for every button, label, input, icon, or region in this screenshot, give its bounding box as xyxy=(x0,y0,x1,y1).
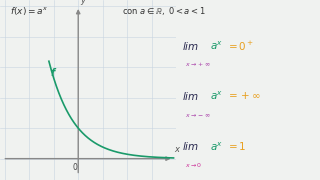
Text: $\it{lim}$: $\it{lim}$ xyxy=(182,140,200,152)
Text: $x \to 0$: $x \to 0$ xyxy=(185,161,202,169)
Text: $= 0^+$: $= 0^+$ xyxy=(226,40,254,53)
Text: $x \to -\infty$: $x \to -\infty$ xyxy=(185,111,211,119)
Text: $a^x$: $a^x$ xyxy=(210,140,223,153)
Text: $= 1$: $= 1$ xyxy=(226,140,246,152)
Text: $\it{lim}$: $\it{lim}$ xyxy=(182,90,200,102)
Text: f: f xyxy=(51,68,55,78)
Text: $a^x$: $a^x$ xyxy=(210,40,223,52)
Text: $\mathrm{con}\ a \in \mathbb{R},\ 0 < a < 1$: $\mathrm{con}\ a \in \mathbb{R},\ 0 < a … xyxy=(122,5,205,17)
Text: $a^x$: $a^x$ xyxy=(210,90,223,102)
Text: $x \to +\infty$: $x \to +\infty$ xyxy=(185,60,211,68)
Text: y: y xyxy=(80,0,85,4)
Text: 0: 0 xyxy=(72,163,77,172)
Text: x: x xyxy=(174,145,179,154)
Text: $\it{lim}$: $\it{lim}$ xyxy=(182,40,200,52)
Text: $= +\infty$: $= +\infty$ xyxy=(226,90,260,101)
Text: $\it{f}(x) = a^x$: $\it{f}(x) = a^x$ xyxy=(10,5,48,17)
